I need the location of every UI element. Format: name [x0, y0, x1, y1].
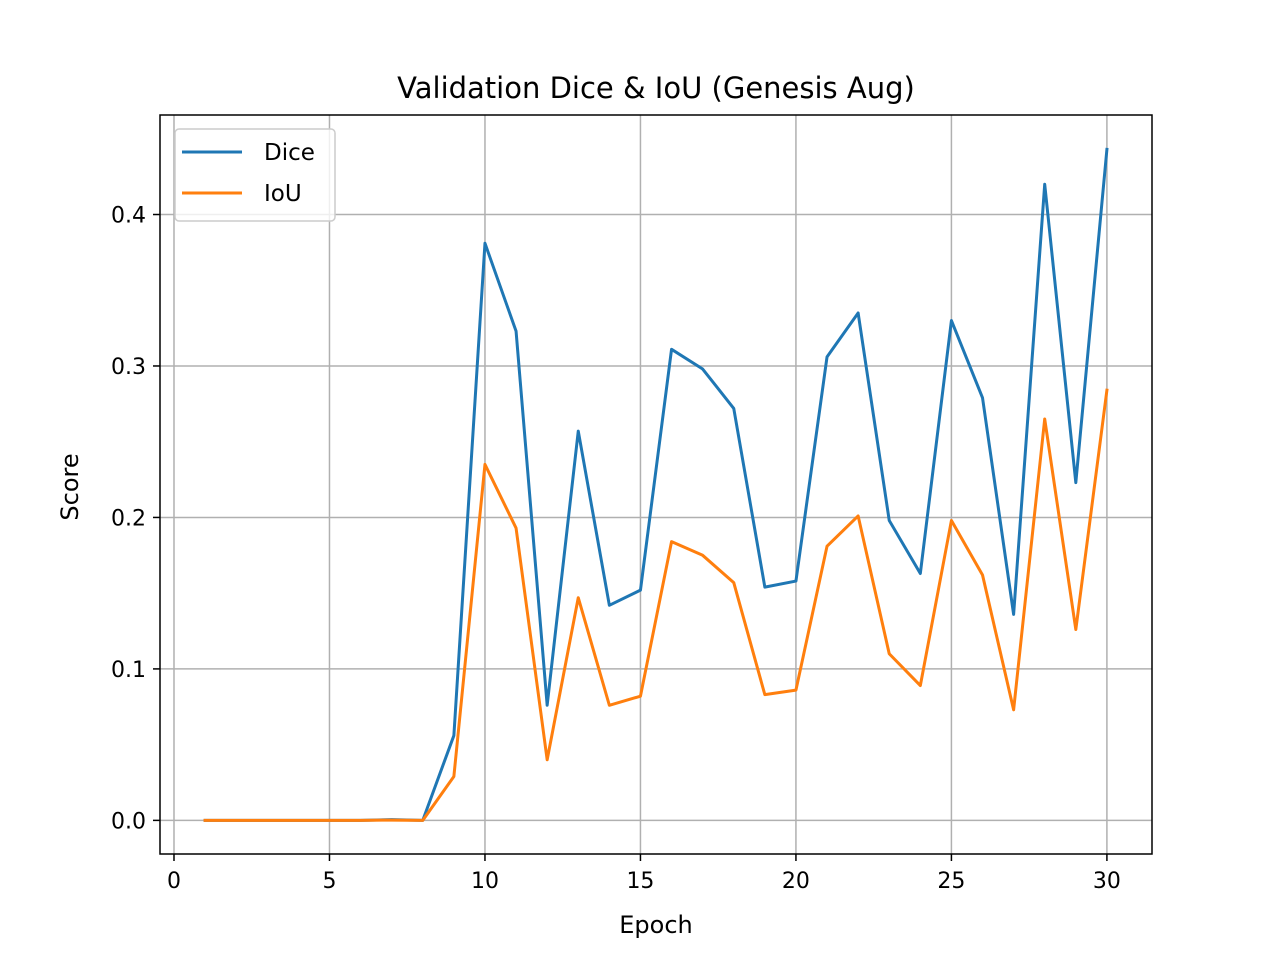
y-axis-label: Score: [56, 453, 84, 520]
series-line-iou: [203, 388, 1109, 822]
x-tick-label: 15: [626, 869, 654, 894]
legend-label-dice: Dice: [264, 140, 315, 166]
x-tick-label: 30: [1093, 869, 1121, 894]
x-tick-label: 5: [322, 869, 336, 894]
x-tick-label: 25: [937, 869, 965, 894]
y-tick-label: 0.2: [111, 506, 146, 531]
series-lines: [203, 147, 1109, 822]
chart-title: Validation Dice & IoU (Genesis Aug): [397, 71, 915, 105]
y-tick-label: 0.1: [111, 658, 146, 683]
plot-frame: [159, 114, 1153, 855]
y-tick-label: 0.0: [111, 809, 146, 834]
legend-label-iou: IoU: [264, 181, 302, 207]
x-tick-label: 10: [471, 869, 499, 894]
ticks: 0 5 10 15 20 25 30 0.0 0.1 0.2 0.3 0.4: [111, 204, 1121, 894]
x-tick-label: 0: [167, 869, 181, 894]
legend: Dice IoU: [174, 128, 336, 222]
y-tick-label: 0.4: [111, 204, 146, 229]
y-tick-label: 0.3: [111, 355, 146, 380]
x-axis-label: Epoch: [619, 911, 693, 939]
x-tick-label: 20: [782, 869, 810, 894]
